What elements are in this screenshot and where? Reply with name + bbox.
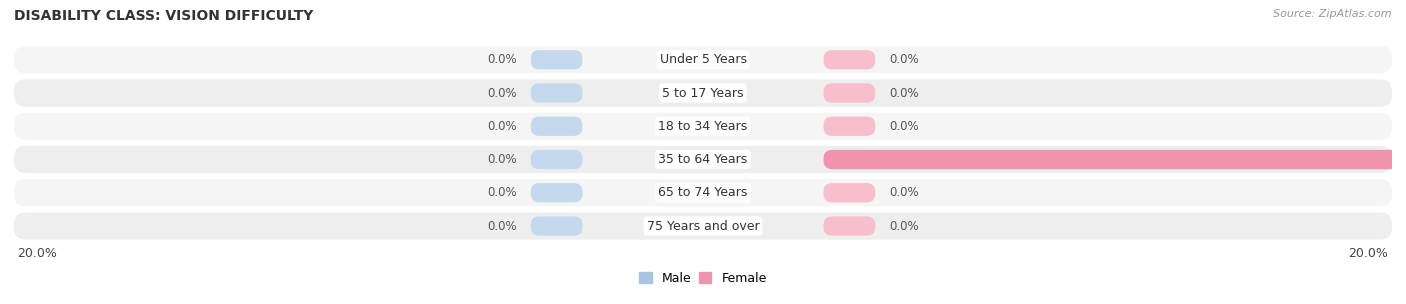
Text: 5 to 17 Years: 5 to 17 Years (662, 87, 744, 99)
Text: 0.0%: 0.0% (488, 186, 517, 199)
FancyBboxPatch shape (14, 112, 1392, 140)
Text: 0.0%: 0.0% (488, 120, 517, 133)
Text: 0.0%: 0.0% (488, 153, 517, 166)
FancyBboxPatch shape (531, 117, 582, 136)
Text: 0.0%: 0.0% (889, 186, 918, 199)
Text: 18 to 34 Years: 18 to 34 Years (658, 120, 748, 133)
Text: 20.0%: 20.0% (17, 247, 58, 260)
Text: 0.0%: 0.0% (488, 53, 517, 66)
FancyBboxPatch shape (14, 212, 1392, 240)
Text: 20.0%: 20.0% (1348, 247, 1389, 260)
Text: 35 to 64 Years: 35 to 64 Years (658, 153, 748, 166)
Text: 0.0%: 0.0% (889, 87, 918, 99)
FancyBboxPatch shape (531, 183, 582, 202)
Text: DISABILITY CLASS: VISION DIFFICULTY: DISABILITY CLASS: VISION DIFFICULTY (14, 9, 314, 23)
FancyBboxPatch shape (531, 50, 582, 69)
FancyBboxPatch shape (824, 150, 1406, 169)
FancyBboxPatch shape (14, 46, 1392, 73)
Text: 0.0%: 0.0% (488, 219, 517, 233)
FancyBboxPatch shape (14, 79, 1392, 107)
FancyBboxPatch shape (824, 83, 875, 103)
Text: Under 5 Years: Under 5 Years (659, 53, 747, 66)
FancyBboxPatch shape (14, 146, 1392, 173)
FancyBboxPatch shape (824, 50, 875, 69)
Text: 75 Years and over: 75 Years and over (647, 219, 759, 233)
FancyBboxPatch shape (531, 83, 582, 103)
Text: 0.0%: 0.0% (889, 120, 918, 133)
Text: 0.0%: 0.0% (488, 87, 517, 99)
Legend: Male, Female: Male, Female (634, 267, 772, 290)
FancyBboxPatch shape (531, 216, 582, 236)
FancyBboxPatch shape (14, 179, 1392, 206)
Text: 65 to 74 Years: 65 to 74 Years (658, 186, 748, 199)
FancyBboxPatch shape (824, 117, 875, 136)
FancyBboxPatch shape (824, 183, 875, 202)
FancyBboxPatch shape (824, 216, 875, 236)
Text: Source: ZipAtlas.com: Source: ZipAtlas.com (1274, 9, 1392, 19)
FancyBboxPatch shape (531, 150, 582, 169)
Text: 0.0%: 0.0% (889, 219, 918, 233)
Text: 0.0%: 0.0% (889, 53, 918, 66)
